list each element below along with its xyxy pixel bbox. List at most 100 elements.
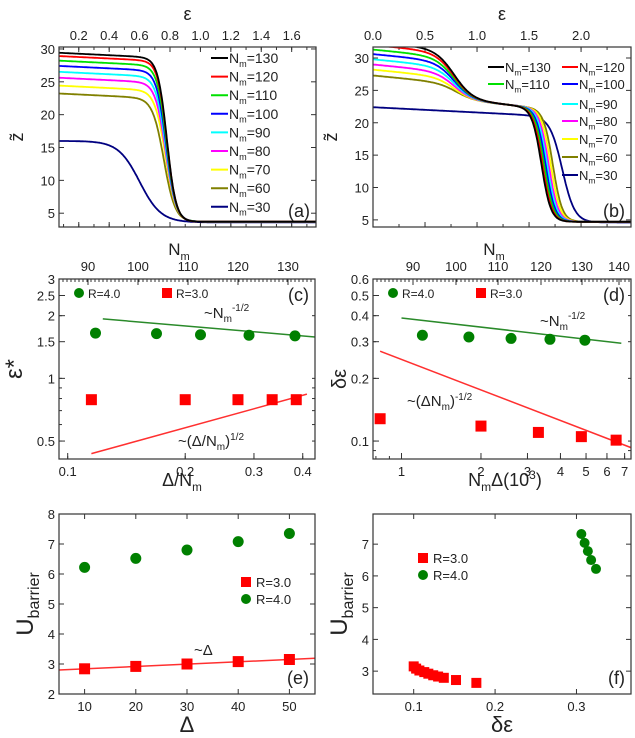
y-tick-label: 1 <box>48 371 55 386</box>
y-tick-label: 2 <box>48 309 55 324</box>
square-marker <box>451 675 462 686</box>
y-axis-label: ε* <box>1 359 28 379</box>
panel-e: 10 20 30 40 50 2 3 4 5 6 7 8 Δ Ubarrier R=3.0 R=4.0 ~Δ (e… <box>12 507 316 737</box>
circle-marker <box>579 334 591 346</box>
x-tick-label: 0.2 <box>486 699 504 714</box>
x-tick-label: 7 <box>621 464 628 479</box>
y-tick-label: 25 <box>41 75 55 90</box>
panel-label: (d) <box>603 285 625 305</box>
y-tick-label: 0.1 <box>351 434 369 449</box>
circle-marker <box>289 330 301 342</box>
legend-label: R=3.0 <box>490 287 523 301</box>
circle-marker <box>151 328 162 340</box>
top-x-tick-label: 100 <box>127 259 149 274</box>
legend-label: Nm=30 <box>579 168 617 186</box>
panel-c: 0.1 0.2 0.3 0.4 0.5 1 1.5 2 2.53 90 100 110 120 130 Nm… <box>1 240 316 494</box>
series-line-nm80 <box>59 76 316 223</box>
square-marker <box>232 394 244 406</box>
legend: Nm=130Nm=120Nm=110Nm=100Nm=90Nm=80Nm=70N… <box>211 50 278 218</box>
series-line-nm130 <box>411 47 631 223</box>
legend-label: Nm=120 <box>579 60 625 78</box>
legend-label: R=4.0 <box>402 287 435 301</box>
square-marker <box>438 672 449 683</box>
legend-label: R=4.0 <box>433 568 468 583</box>
marks <box>85 318 315 455</box>
plot-frame <box>372 513 632 695</box>
x-axis-label: ε <box>183 4 191 24</box>
x-tick-label: 5 <box>582 464 589 479</box>
legend-label: Nm=80 <box>579 114 617 132</box>
legend-label: Nm=80 <box>229 143 271 162</box>
marks <box>374 317 631 449</box>
top-axis-label: Nm <box>168 240 189 263</box>
square-marker <box>610 434 622 446</box>
square-marker <box>418 553 428 563</box>
legend-label: Nm=120 <box>229 69 278 88</box>
circle-marker <box>416 329 428 341</box>
legend-label: R=3.0 <box>256 575 291 590</box>
legend-label: R=3.0 <box>176 287 209 301</box>
circle-marker <box>591 563 602 574</box>
legend-label: Nm=70 <box>229 162 271 181</box>
square-marker <box>179 394 191 406</box>
x-tick-label: 0.1 <box>59 464 77 479</box>
top-x-tick-label: 90 <box>406 259 420 274</box>
x-tick-label: 0.3 <box>245 464 263 479</box>
top-axis-label: Nm <box>483 240 504 263</box>
legend-label: Nm=30 <box>229 199 271 218</box>
square-marker <box>475 420 487 432</box>
circle-marker <box>283 528 295 539</box>
fit-annotation: ~(ΔNm)-1/2 <box>407 392 473 413</box>
circle-marker <box>181 544 193 556</box>
y-tick-label: 5 <box>362 213 369 228</box>
x-tick-label: 2.0 <box>572 28 590 43</box>
series-line-nm130 <box>59 51 316 223</box>
square-marker <box>241 577 251 587</box>
y-tick-label: 1.5 <box>37 335 55 350</box>
y-tick-label: 5 <box>362 601 369 616</box>
plot-frame <box>372 278 632 460</box>
square-marker <box>162 288 172 298</box>
legend-label: Nm=90 <box>229 124 271 143</box>
circle-marker <box>241 594 251 604</box>
y-tick-label: 0.3 <box>351 335 369 350</box>
top-x-tick-label: 90 <box>81 259 95 274</box>
x-tick-label: 4 <box>557 464 564 479</box>
y-tick-label: 0.5 <box>37 434 55 449</box>
square-marker <box>266 394 278 406</box>
fit-annotation: ~Δ <box>194 642 213 659</box>
y-axis-label: Ubarrier <box>326 572 357 636</box>
circle-marker <box>544 333 556 345</box>
y-tick-label: 8 <box>48 507 55 522</box>
fit-annotation: ~Nm-1/2 <box>204 303 250 325</box>
square-marker <box>471 677 482 688</box>
legend-label: Nm=100 <box>229 106 278 125</box>
circle-marker <box>418 570 428 580</box>
circle-marker <box>90 327 101 339</box>
legend-label: Nm=100 <box>579 77 625 95</box>
circle-marker <box>579 537 590 548</box>
series-line-nm100 <box>59 65 316 223</box>
plot-frame <box>372 46 632 228</box>
y-tick-label: 3 <box>362 664 369 679</box>
y-tick-label: 2.5 <box>37 288 55 303</box>
y-tick-label: 3 <box>48 657 55 672</box>
legend-label: Nm=60 <box>579 150 617 168</box>
y-tick-label: 2 <box>48 687 55 702</box>
circle-marker <box>130 552 142 564</box>
circle-marker <box>576 529 587 539</box>
x-tick-label: 0.5 <box>416 28 434 43</box>
y-axis-label: δε <box>329 369 351 389</box>
x-tick-label: 40 <box>231 699 245 714</box>
series-line-nm90 <box>59 70 316 223</box>
legend-label: Nm=90 <box>579 97 617 115</box>
y-tick-label: 5 <box>48 597 55 612</box>
square-marker <box>85 394 97 406</box>
x-tick-label: 0.3 <box>567 699 585 714</box>
square-marker <box>374 413 386 425</box>
y-tick-label: 7 <box>362 537 369 552</box>
circle-marker <box>388 288 398 298</box>
y-tick-label: 10 <box>355 181 369 196</box>
top-x-tick-label: 120 <box>227 259 249 274</box>
